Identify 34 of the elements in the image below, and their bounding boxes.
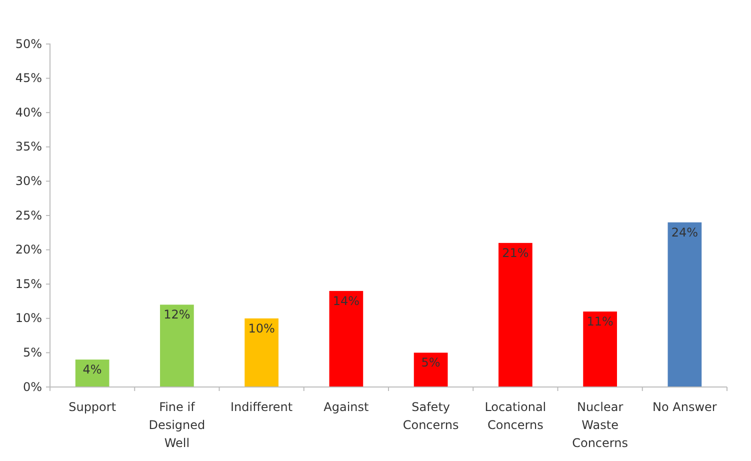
data-label: 10% [248, 321, 275, 336]
y-tick-label: 50% [15, 36, 42, 51]
x-tick-label: Against [324, 400, 370, 414]
x-tick-label: Fine if Designed Well [148, 400, 206, 450]
bar [329, 290, 364, 387]
x-tick-label: Safety Concerns [402, 400, 459, 432]
y-tick-label: 0% [22, 380, 42, 394]
bar [160, 304, 194, 387]
y-tick-label: 40% [15, 105, 42, 120]
data-label: 24% [671, 225, 698, 240]
bar [583, 312, 617, 387]
data-label: 14% [332, 294, 360, 308]
data-label: 21% [502, 246, 529, 260]
y-tick-label: 30% [15, 174, 42, 188]
x-tick-label: Support [68, 400, 116, 414]
x-tick-label: No Answer [652, 400, 717, 414]
y-tick-label: 15% [15, 276, 42, 291]
bar [498, 242, 532, 387]
x-tick-label: Nuclear Waste Concerns [572, 400, 628, 450]
y-tick-label: 25% [15, 208, 42, 222]
bar [668, 222, 702, 387]
y-tick-label: 45% [15, 71, 42, 86]
data-label: 4% [82, 362, 102, 377]
bar [244, 318, 278, 387]
data-label: 5% [421, 356, 440, 370]
y-tick-label: 10% [15, 311, 42, 326]
y-tick-label: 5% [22, 346, 42, 360]
y-tick-label: 35% [15, 140, 42, 154]
x-tick-label: Locational Concerns [484, 400, 546, 432]
data-label: 11% [586, 314, 614, 329]
y-tick-label: 20% [15, 242, 42, 257]
data-label: 12% [164, 308, 190, 322]
x-tick-label: Indifferent [230, 400, 293, 414]
bar [414, 352, 448, 387]
